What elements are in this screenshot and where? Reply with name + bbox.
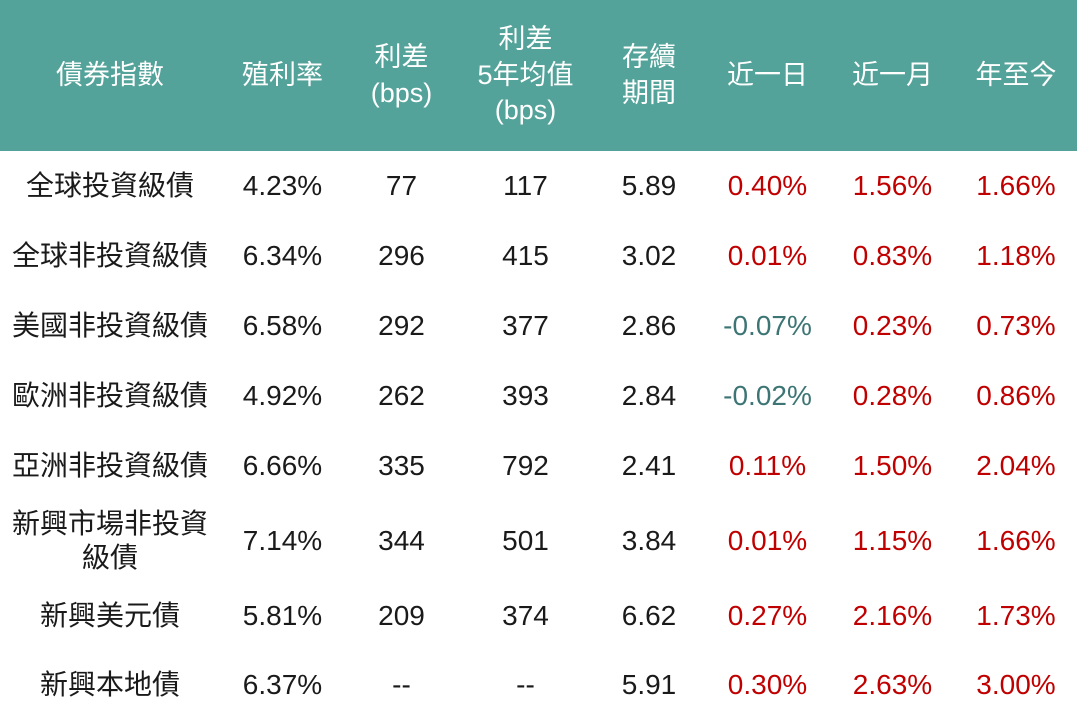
table-row: 全球投資級債 4.23% 77 117 5.89 0.40% 1.56% 1.6… — [0, 151, 1077, 221]
spread-5y-value: 377 — [502, 310, 549, 342]
column-header-bond-index: 債券指數 — [56, 59, 164, 90]
column-header-duration: 存續 期間 — [622, 41, 676, 108]
change-ytd: 0.86% — [976, 380, 1056, 412]
change-1m: 2.16% — [852, 600, 933, 632]
change-1m: 1.15% — [852, 525, 933, 557]
table-row: 新興市場非投資 級債 7.14% 344 501 3.84 0.01% 1.15… — [0, 501, 1077, 581]
change-1d: 0.40% — [727, 170, 808, 202]
bond-index-name: 新興本地債 — [39, 668, 180, 700]
duration-value: 2.84 — [621, 380, 677, 412]
yield-value: 6.58% — [242, 310, 323, 342]
change-1m: 1.50% — [852, 450, 933, 482]
change-1d: 0.01% — [727, 240, 808, 272]
spread-5y-value: 792 — [502, 450, 549, 482]
change-1d: 0.30% — [727, 668, 808, 700]
spread-5y-value: -- — [516, 668, 535, 700]
spread-5y-value: 501 — [502, 525, 549, 557]
spread-value: 77 — [385, 170, 418, 202]
column-header-spread-bps: 利差 (bps) — [370, 41, 433, 108]
change-1m: 0.28% — [852, 380, 933, 412]
column-header-1-day: 近一日 — [727, 59, 808, 90]
spread-value: 262 — [378, 380, 425, 412]
yield-value: 5.81% — [242, 600, 323, 632]
spread-5y-value: 415 — [502, 240, 549, 272]
change-ytd: 0.73% — [976, 310, 1056, 342]
table-row: 美國非投資級債 6.58% 292 377 2.86 -0.07% 0.23% … — [0, 291, 1077, 361]
spread-value: 344 — [378, 525, 425, 557]
yield-value: 7.14% — [242, 525, 323, 557]
column-header-1-month: 近一月 — [852, 59, 933, 90]
change-1m: 0.83% — [852, 240, 933, 272]
duration-value: 2.41 — [621, 450, 677, 482]
change-1d: 0.11% — [728, 450, 807, 482]
change-ytd: 1.18% — [976, 240, 1056, 272]
bond-index-name: 歐洲非投資級債 — [11, 380, 208, 412]
change-ytd: 1.66% — [976, 170, 1056, 202]
change-1d: -0.07% — [723, 310, 812, 342]
change-1d: -0.02% — [723, 380, 812, 412]
change-1m: 1.56% — [852, 170, 933, 202]
yield-value: 6.37% — [242, 668, 323, 700]
bond-index-name: 美國非投資級債 — [11, 310, 208, 342]
change-ytd: 3.00% — [976, 668, 1056, 700]
column-header-ytd: 年至今 — [975, 59, 1057, 90]
change-ytd: 2.04% — [976, 450, 1056, 482]
table-row: 新興美元債 5.81% 209 374 6.62 0.27% 2.16% 1.7… — [0, 581, 1077, 651]
change-ytd: 1.66% — [976, 525, 1056, 557]
yield-value: 4.23% — [242, 170, 323, 202]
table-header-row: 債券指數 殖利率 利差 (bps) 利差 5年均值 (bps) 存續 期間 近一… — [0, 0, 1077, 151]
bond-index-name: 新興市場非投資 級債 — [11, 508, 208, 573]
duration-value: 3.02 — [621, 240, 677, 272]
bond-index-name: 新興美元債 — [39, 600, 180, 632]
spread-value: 209 — [378, 600, 425, 632]
change-1m: 2.63% — [852, 668, 933, 700]
duration-value: 2.86 — [621, 310, 677, 342]
spread-5y-value: 374 — [502, 600, 549, 632]
table-row: 新興本地債 6.37% -- -- 5.91 0.30% 2.63% 3.00% — [0, 651, 1077, 718]
yield-value: 6.34% — [242, 240, 323, 272]
spread-5y-value: 393 — [502, 380, 549, 412]
duration-value: 6.62 — [621, 600, 677, 632]
bond-index-name: 全球投資級債 — [25, 170, 194, 202]
duration-value: 5.91 — [621, 668, 677, 700]
bond-index-name: 亞洲非投資級債 — [11, 450, 208, 482]
duration-value: 5.89 — [621, 170, 677, 202]
column-header-spread-5y-avg: 利差 5年均值 (bps) — [477, 24, 574, 126]
column-header-yield: 殖利率 — [242, 59, 323, 90]
yield-value: 4.92% — [242, 380, 323, 412]
spread-value: 296 — [378, 240, 425, 272]
table-row: 歐洲非投資級債 4.92% 262 393 2.84 -0.02% 0.28% … — [0, 361, 1077, 431]
spread-value: 335 — [378, 450, 425, 482]
bond-index-name: 全球非投資級債 — [11, 240, 208, 272]
table-row: 亞洲非投資級債 6.66% 335 792 2.41 0.11% 1.50% 2… — [0, 431, 1077, 501]
change-1d: 0.01% — [727, 525, 808, 557]
spread-value: 292 — [378, 310, 425, 342]
change-ytd: 1.73% — [976, 600, 1056, 632]
change-1d: 0.27% — [727, 600, 808, 632]
spread-5y-value: 117 — [503, 170, 548, 202]
table-row: 全球非投資級債 6.34% 296 415 3.02 0.01% 0.83% 1… — [0, 221, 1077, 291]
spread-value: -- — [392, 668, 411, 700]
yield-value: 6.66% — [242, 450, 323, 482]
duration-value: 3.84 — [621, 525, 677, 557]
change-1m: 0.23% — [852, 310, 933, 342]
